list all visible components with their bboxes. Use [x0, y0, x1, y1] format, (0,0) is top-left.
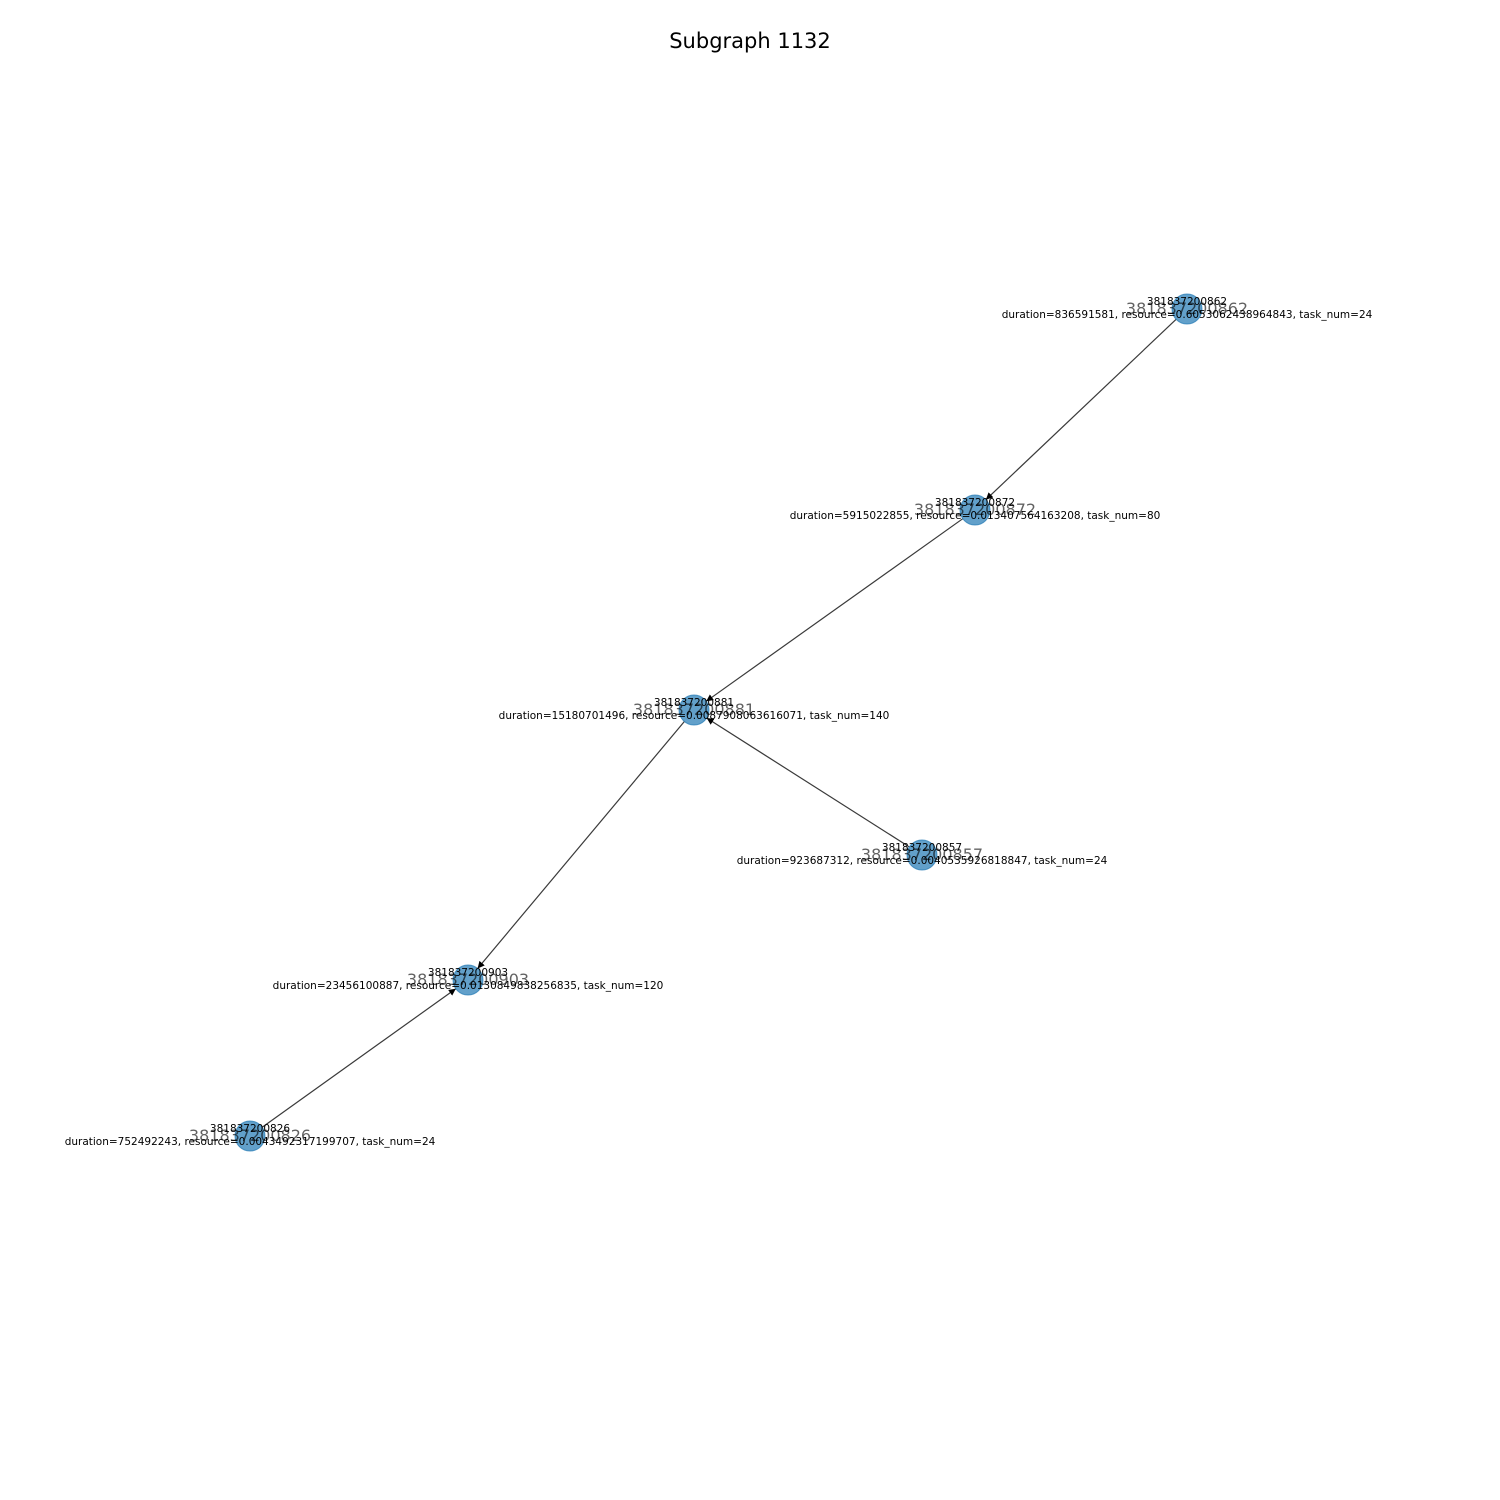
node-id-caption: 381837200872	[935, 497, 1015, 509]
nodes-layer: 381837200862381837200862duration=8365915…	[65, 293, 1373, 1152]
node-id-caption: 381837200857	[882, 842, 962, 854]
graph-node: 381837200862381837200862duration=8365915…	[1002, 293, 1373, 325]
node-id-caption: 381837200826	[210, 1123, 290, 1135]
graph-node: 381837200872381837200872duration=5915022…	[790, 494, 1161, 526]
edge-381837200862-to-381837200872	[985, 318, 1177, 501]
node-circle	[1171, 293, 1203, 325]
node-id-label: 381837200857	[861, 845, 983, 864]
node-id-caption: 381837200903	[428, 967, 508, 979]
edges-layer	[261, 318, 1177, 1128]
node-id-label: 381837200881	[633, 700, 755, 719]
node-id-label: 381837200903	[407, 970, 529, 989]
node-circle	[452, 964, 484, 996]
node-circle	[234, 1120, 266, 1152]
edge-381837200881-to-381837200903	[477, 721, 685, 969]
node-attributes: duration=5915022855, resource=0.01340756…	[790, 510, 1161, 522]
edge-381837200872-to-381837200881	[705, 518, 964, 702]
graph-node: 381837200881381837200881duration=1518070…	[499, 694, 890, 726]
node-id-caption: 381837200862	[1147, 296, 1227, 308]
node-attributes: duration=15180701496, resource=0.0087908…	[499, 710, 890, 722]
node-id-label: 381837200872	[914, 500, 1036, 519]
graph-node: 381837200903381837200903duration=2345610…	[273, 964, 664, 996]
edge-381837200857-to-381837200881	[706, 717, 910, 848]
node-attributes: duration=23456100887, resource=0.0130849…	[273, 980, 664, 992]
edge-381837200826-to-381837200903	[261, 988, 457, 1128]
node-circle	[959, 494, 991, 526]
node-attributes: duration=836591581, resource=0.605306243…	[1002, 309, 1373, 321]
node-id-caption: 381837200881	[654, 697, 734, 709]
graph-node: 381837200857381837200857duration=9236873…	[737, 839, 1108, 871]
node-circle	[678, 694, 710, 726]
graph-title: Subgraph 1132	[669, 29, 831, 53]
node-id-label: 381837200826	[189, 1126, 311, 1145]
graph-node: 381837200826381837200826duration=7524922…	[65, 1120, 436, 1152]
node-attributes: duration=752492243, resource=0.004349231…	[65, 1136, 436, 1148]
node-circle	[906, 839, 938, 871]
node-id-label: 381837200862	[1126, 299, 1248, 318]
node-attributes: duration=923687312, resource=0.004053592…	[737, 855, 1108, 867]
